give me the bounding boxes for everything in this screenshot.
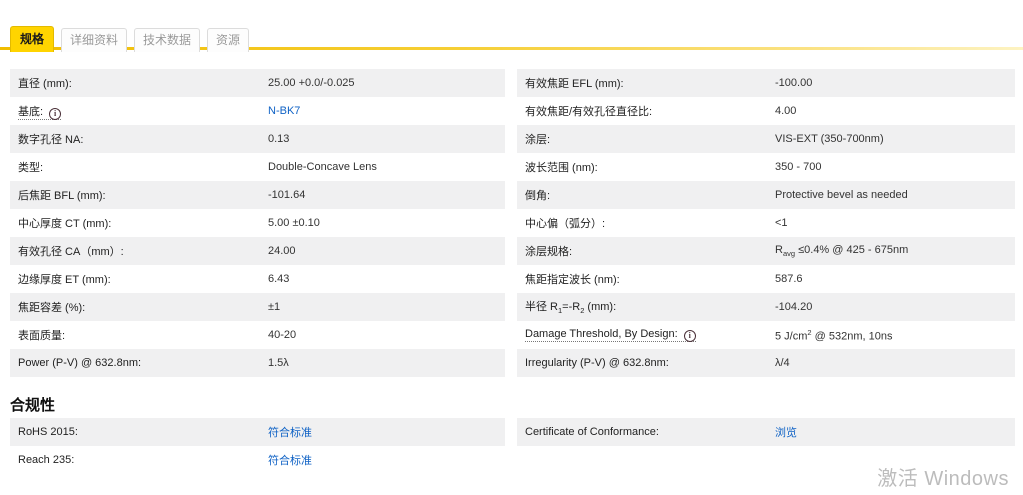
table-row: Certificate of Conformance: 浏览 [517, 418, 1015, 446]
table-row: 焦距容差 (%): ±1 [10, 293, 505, 321]
spec-label: 边缘厚度 ET (mm): [18, 274, 111, 286]
compliance-table-right: Certificate of Conformance: 浏览 [517, 418, 1015, 474]
spec-value: 24.00 [268, 245, 296, 257]
value-link[interactable]: 浏览 [775, 427, 797, 439]
spec-label: Reach 235: [18, 454, 75, 466]
tab-1[interactable]: 详细资料 [61, 28, 128, 52]
spec-value-link: 浏览 [775, 424, 1015, 440]
spec-label: 有效焦距 EFL (mm): [525, 78, 624, 90]
spec-label: 中心厚度 CT (mm): [18, 218, 112, 230]
spec-value: <1 [775, 217, 788, 229]
spec-label: Power (P-V) @ 632.8nm: [18, 357, 142, 369]
spec-table-right: 有效焦距 EFL (mm): -100.00 有效焦距/有效孔径直径比: 4.00 涂层… [517, 69, 1015, 377]
table-row: 直径 (mm): 25.00 +0.0/-0.025 [10, 69, 505, 97]
table-row: Reach 235: 符合标准 [10, 446, 505, 474]
tab-bar: 规格 详细资料 技术数据 资源 [10, 26, 256, 52]
spec-tables: 直径 (mm): 25.00 +0.0/-0.025 基底: i N-BK7 数字孔径 … [10, 69, 1015, 377]
spec-label: RoHS 2015: [18, 426, 78, 438]
table-row: 中心厚度 CT (mm): 5.00 ±0.10 [10, 209, 505, 237]
table-row: Power (P-V) @ 632.8nm: 1.5λ [10, 349, 505, 377]
table-row: 类型: Double-Concave Lens [10, 153, 505, 181]
tab-underline-rule [0, 47, 1023, 50]
table-row: 倒角: Protective bevel as needed [517, 181, 1015, 209]
spec-value: 587.6 [775, 273, 803, 285]
spec-table-left: 直径 (mm): 25.00 +0.0/-0.025 基底: i N-BK7 数字孔径 … [10, 69, 505, 377]
table-row: 后焦距 BFL (mm): -101.64 [10, 181, 505, 209]
table-row: 涂层规格: Ravg ≤0.4% @ 425 - 675nm [517, 237, 1015, 265]
value-link[interactable]: 符合标准 [268, 455, 312, 467]
spec-value: λ/4 [775, 357, 790, 369]
spec-label: 有效孔径 CA（mm）: [18, 246, 124, 258]
spec-value: 5 J/cm2 @ 532nm, 10ns [775, 327, 893, 343]
spec-label: 表面质量: [18, 330, 66, 342]
spec-value: 4.00 [775, 105, 797, 117]
table-row: 有效焦距 EFL (mm): -100.00 [517, 69, 1015, 97]
spec-value-link: 符合标准 [268, 424, 505, 440]
table-row: 边缘厚度 ET (mm): 6.43 [10, 265, 505, 293]
table-row: Irregularity (P-V) @ 632.8nm: λ/4 [517, 349, 1015, 377]
compliance-table-left: RoHS 2015: 符合标准 Reach 235: 符合标准 [10, 418, 505, 474]
tab-0[interactable]: 规格 [10, 26, 55, 52]
spec-value: -101.64 [268, 189, 306, 201]
spec-label: Damage Threshold, By Design: i [517, 328, 775, 342]
table-row: Damage Threshold, By Design: i 5 J/cm2 @ … [517, 321, 1015, 349]
table-row: 涂层: VIS-EXT (350-700nm) [517, 125, 1015, 153]
value-link[interactable]: N-BK7 [268, 105, 301, 117]
spec-value: 5.00 ±0.10 [268, 217, 320, 229]
spec-label: 焦距指定波长 (nm): [525, 274, 620, 286]
tooltip-label[interactable]: Damage Threshold, By Design: i [525, 328, 696, 342]
table-row: 波长范围 (nm): 350 - 700 [517, 153, 1015, 181]
spec-value: -104.20 [775, 301, 813, 313]
spec-value: ±1 [268, 301, 281, 313]
spec-value: -100.00 [775, 77, 813, 89]
table-row: 数字孔径 NA: 0.13 [10, 125, 505, 153]
spec-value: 6.43 [268, 273, 290, 285]
table-row: 焦距指定波长 (nm): 587.6 [517, 265, 1015, 293]
spec-label: 中心偏（弧分）: [525, 218, 606, 230]
table-row: 中心偏（弧分）: <1 [517, 209, 1015, 237]
spec-value: VIS-EXT (350-700nm) [775, 133, 884, 145]
spec-value: 25.00 +0.0/-0.025 [268, 77, 355, 89]
value-link[interactable]: 符合标准 [268, 427, 312, 439]
spec-label: 半径 R1=-R2 (mm): [525, 301, 617, 316]
info-icon[interactable]: i [49, 107, 62, 120]
spec-value: Double-Concave Lens [268, 161, 377, 173]
table-row: 有效孔径 CA（mm）: 24.00 [10, 237, 505, 265]
spec-value: 0.13 [268, 133, 290, 145]
spec-label: 波长范围 (nm): [525, 162, 598, 174]
table-row: 半径 R1=-R2 (mm): -104.20 [517, 293, 1015, 321]
spec-value: Protective bevel as needed [775, 189, 908, 201]
spec-label: 焦距容差 (%): [18, 302, 86, 314]
spec-label: 涂层: [525, 134, 551, 146]
spec-label: 倒角: [525, 190, 551, 202]
table-row: 有效焦距/有效孔径直径比: 4.00 [517, 97, 1015, 125]
spec-label: 后焦距 BFL (mm): [18, 190, 106, 202]
spec-label: 涂层规格: [525, 246, 573, 258]
compliance-tables: RoHS 2015: 符合标准 Reach 235: 符合标准 Certificate… [10, 418, 1015, 474]
tab-2[interactable]: 技术数据 [134, 28, 201, 52]
spec-value-link: N-BK7 [268, 105, 505, 117]
table-row: 表面质量: 40-20 [10, 321, 505, 349]
table-row: RoHS 2015: 符合标准 [10, 418, 505, 446]
spec-value: Ravg ≤0.4% @ 425 - 675nm [775, 243, 909, 259]
spec-value-link: 符合标准 [268, 452, 505, 468]
info-icon[interactable]: i [683, 330, 696, 342]
spec-label: 数字孔径 NA: [18, 134, 84, 146]
spec-value: 350 - 700 [775, 161, 822, 173]
tooltip-label[interactable]: 基底: i [18, 105, 62, 120]
spec-value: 40-20 [268, 329, 297, 341]
spec-label: Certificate of Conformance: [525, 426, 659, 438]
spec-value: 1.5λ [268, 357, 289, 369]
spec-label: 直径 (mm): [18, 78, 72, 90]
tab-3[interactable]: 资源 [207, 28, 250, 52]
spec-label: 基底: i [10, 103, 268, 120]
spec-label: Irregularity (P-V) @ 632.8nm: [525, 357, 669, 369]
windows-activation-watermark: 激活 Windows [877, 468, 1009, 490]
compliance-heading: 合规性 [10, 397, 56, 414]
spec-label: 类型: [18, 162, 44, 174]
table-row: 基底: i N-BK7 [10, 97, 505, 125]
spec-label: 有效焦距/有效孔径直径比: [525, 106, 653, 118]
